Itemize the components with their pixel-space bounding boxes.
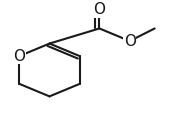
- Text: O: O: [93, 2, 105, 17]
- Text: O: O: [124, 34, 136, 49]
- Text: O: O: [13, 49, 25, 64]
